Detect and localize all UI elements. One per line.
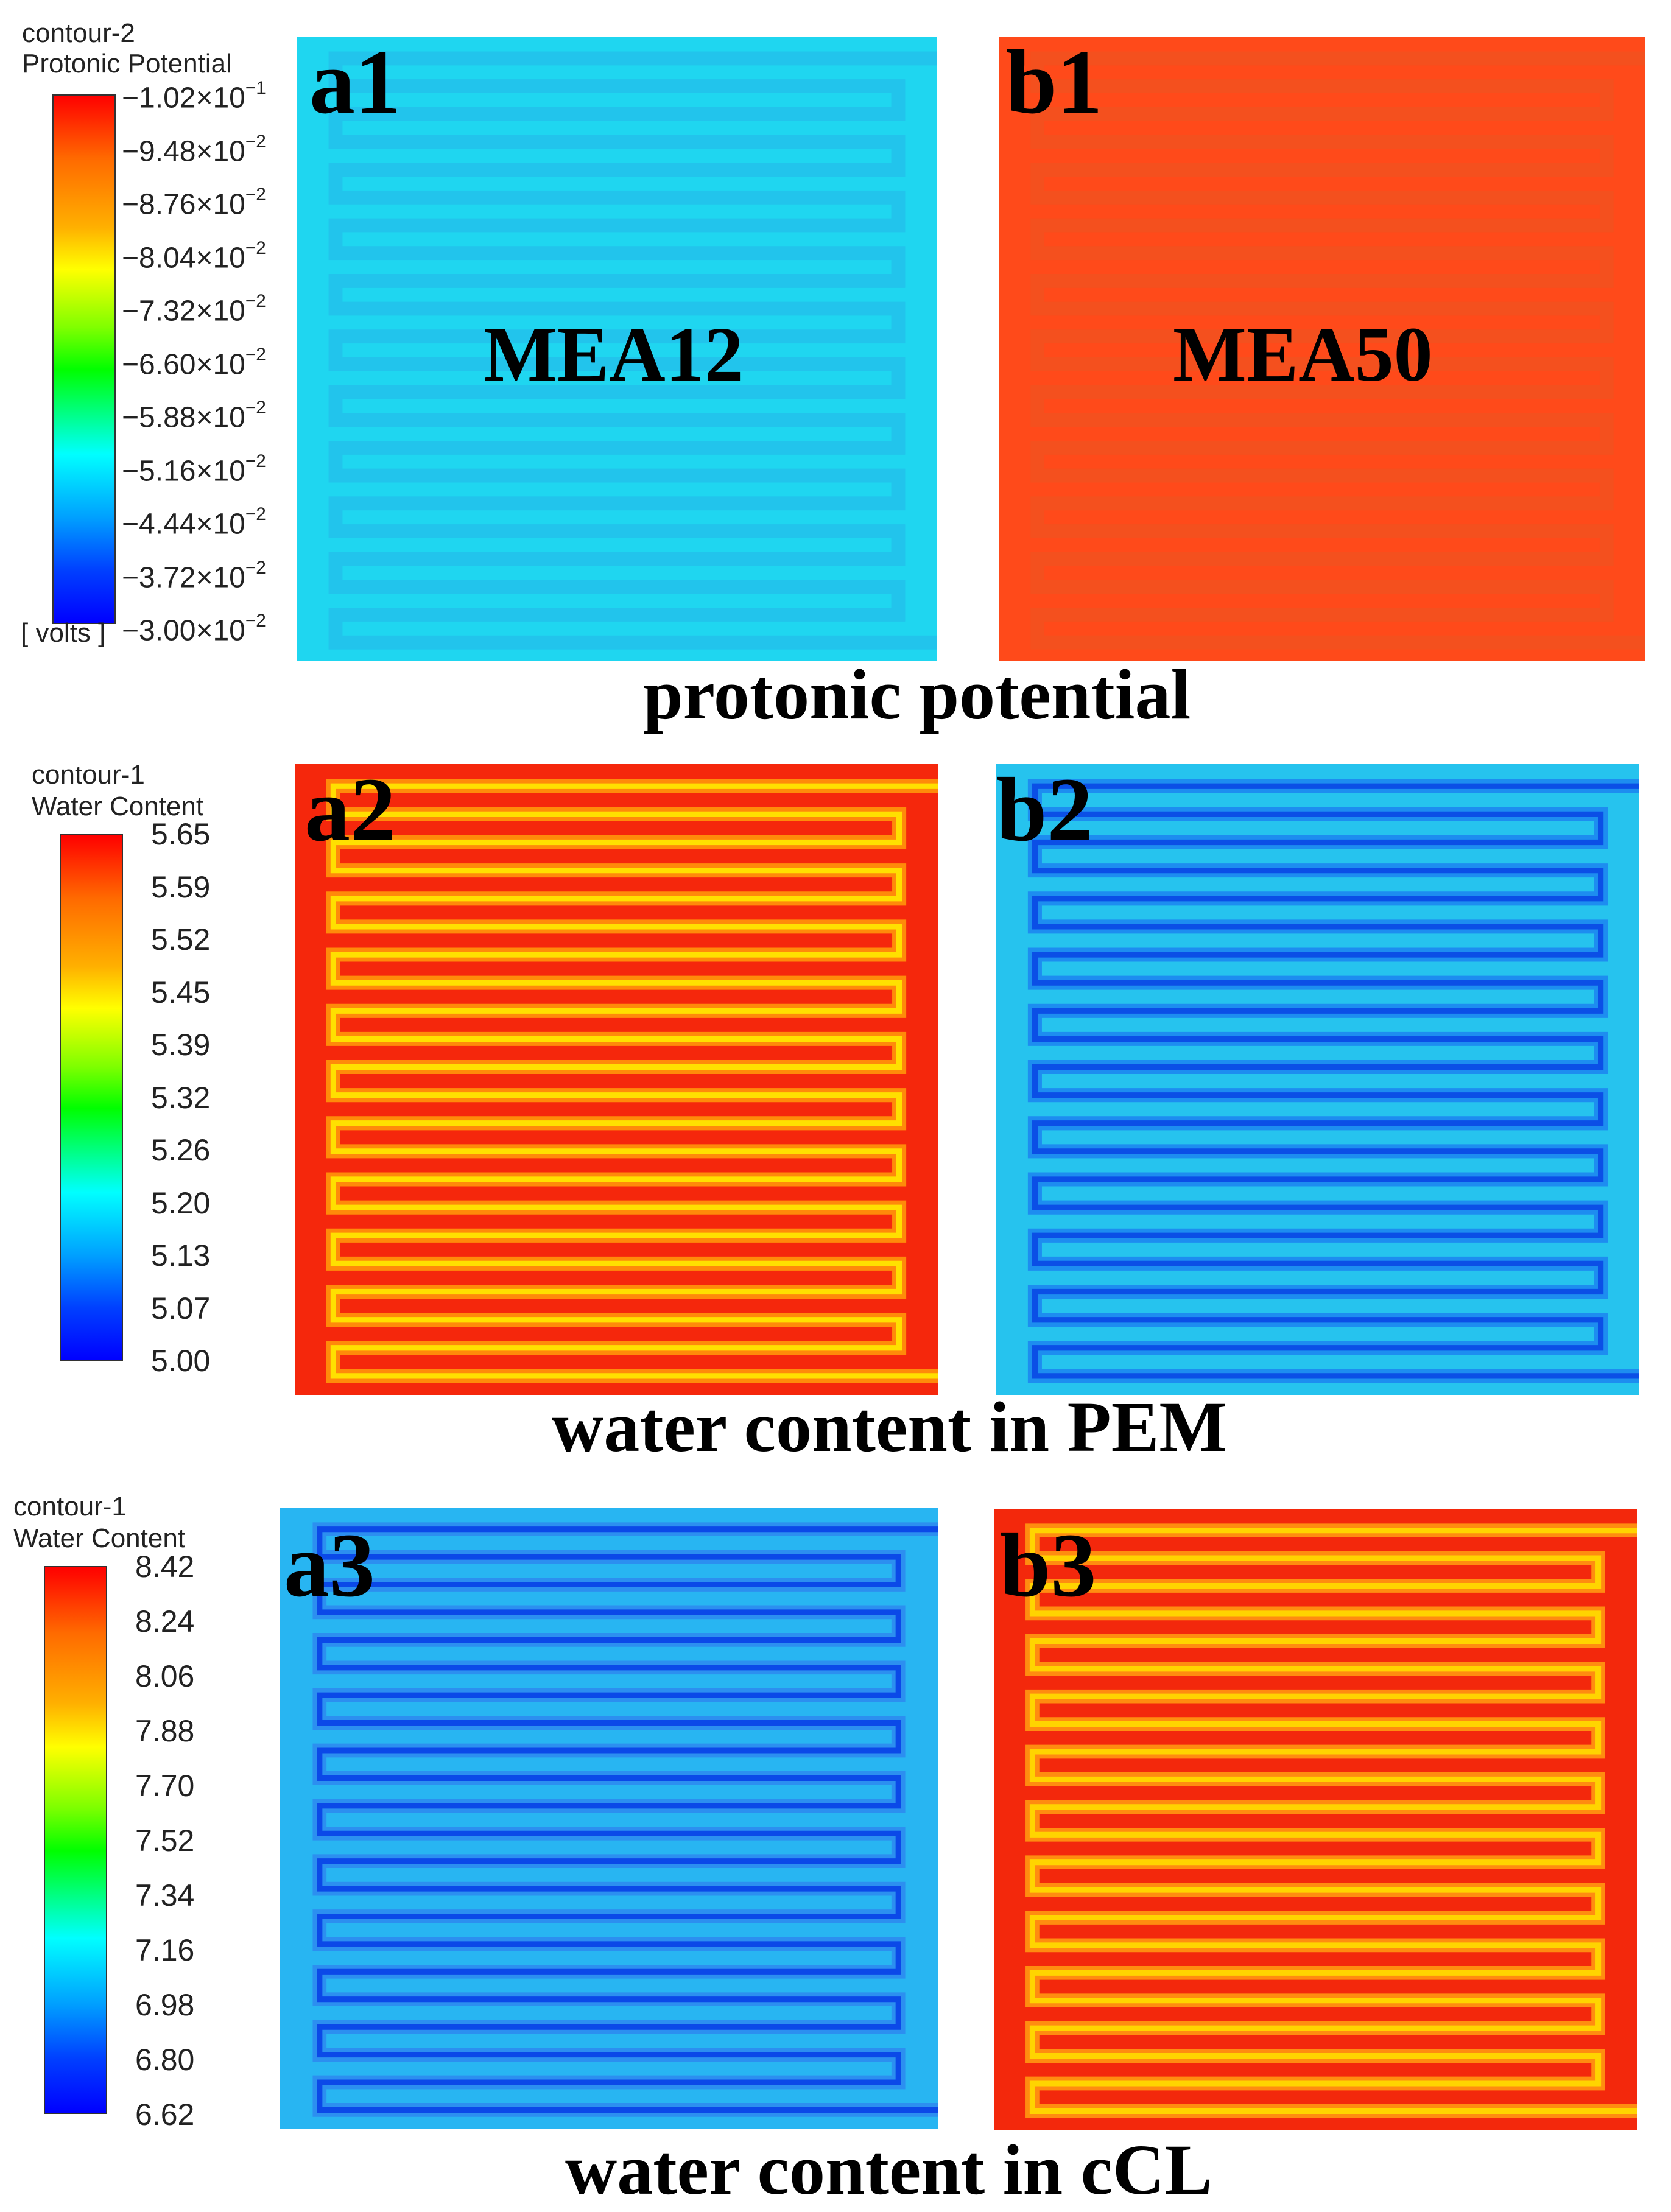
legend3-tick: 6.98 — [135, 1988, 195, 2022]
tick-exponent: −2 — [245, 131, 266, 152]
legend2-tick: 5.39 — [151, 1028, 211, 1062]
legend3-tick: 7.88 — [135, 1714, 195, 1748]
tick-exponent: −2 — [245, 451, 266, 471]
tick-mantissa: −3.72×10 — [122, 561, 245, 594]
legend1-tick: −8.76×10−2 — [122, 186, 266, 219]
panel-label-a1: a1 — [309, 32, 401, 133]
panel-label-a2: a2 — [304, 759, 396, 860]
flow-field-a3 — [280, 1508, 938, 2129]
legend3-tick: 8.42 — [135, 1550, 195, 1584]
legend3-tick: 8.24 — [135, 1604, 195, 1638]
panel-b2 — [996, 764, 1639, 1395]
legend2-tick: 5.59 — [151, 869, 211, 904]
mea50-label: MEA50 — [1173, 311, 1433, 398]
panel-label-b3: b3 — [1000, 1515, 1097, 1616]
tick-mantissa: −6.60×10 — [122, 348, 245, 381]
legend3-title-line1: contour-1 — [13, 1492, 127, 1522]
legend1-tick: −4.44×10−2 — [122, 505, 266, 539]
legend2-tick: 5.45 — [151, 975, 211, 1009]
tick-mantissa: −3.00×10 — [122, 614, 245, 647]
caption-water-content-pem: water content in PEM — [552, 1387, 1227, 1467]
legend2-tick: 5.65 — [151, 817, 211, 851]
channel-core — [1029, 1528, 1637, 2114]
tick-mantissa: −4.44×10 — [122, 508, 245, 541]
legend2-tick: 5.20 — [151, 1185, 211, 1220]
mea12-label: MEA12 — [484, 311, 744, 398]
tick-exponent: −2 — [245, 291, 266, 311]
flow-field-a2 — [295, 764, 938, 1395]
legend1-tick: −3.00×10−2 — [122, 612, 266, 645]
caption-water-content-ccl: water content in cCL — [565, 2130, 1212, 2210]
legend3-tick: 7.34 — [135, 1878, 195, 1912]
legend3-tick: 8.06 — [135, 1659, 195, 1693]
legend2-tick: 5.32 — [151, 1080, 211, 1115]
legend3-title-line2: Water Content — [13, 1523, 186, 1553]
panel-background — [280, 1508, 938, 2129]
legend2-title-line1: contour-1 — [32, 760, 145, 790]
caption-protonic-potential: protonic potential — [643, 655, 1191, 734]
tick-exponent: −2 — [245, 344, 266, 365]
tick-exponent: −2 — [245, 184, 266, 205]
tick-mantissa: −9.48×10 — [122, 135, 245, 167]
panel-background — [996, 764, 1639, 1395]
legend1-tick: −3.72×10−2 — [122, 557, 266, 594]
channel-core — [317, 1526, 938, 2113]
legend3-colorbar — [44, 1566, 107, 2114]
legend1-units: [ volts ] — [21, 618, 106, 648]
tick-mantissa: −5.16×10 — [122, 454, 245, 487]
flow-field-b1 — [999, 37, 1645, 661]
legend1-tick: −5.16×10−2 — [122, 452, 266, 486]
panel-a1 — [297, 37, 937, 661]
legend2-tick: 5.00 — [151, 1344, 211, 1378]
legend2-tick: 5.13 — [151, 1238, 211, 1273]
legend3-tick: 7.16 — [135, 1933, 195, 1967]
panel-a3 — [280, 1508, 938, 2129]
flow-field-b2 — [996, 764, 1639, 1395]
tick-exponent: −2 — [245, 557, 266, 578]
legend2-tick: 5.26 — [151, 1133, 211, 1167]
tick-mantissa: −8.76×10 — [122, 188, 245, 221]
tick-exponent: −1 — [245, 78, 266, 98]
tick-exponent: −2 — [245, 611, 266, 631]
legend1-title-line2: Protonic Potential — [22, 49, 232, 79]
legend1-tick: −8.04×10−2 — [122, 239, 266, 273]
legend3-tick: 6.80 — [135, 2043, 195, 2077]
legend2-colorbar — [60, 834, 123, 1361]
legend1-tick: −5.88×10−2 — [122, 399, 266, 432]
panel-b1 — [999, 37, 1645, 661]
channel-core — [1032, 783, 1639, 1379]
tick-mantissa: −1.02×10 — [122, 82, 245, 114]
legend3-tick: 6.62 — [135, 2098, 195, 2132]
legend3-tick: 7.52 — [135, 1824, 195, 1858]
tick-mantissa: −8.04×10 — [122, 241, 245, 274]
legend1-tick: −9.48×10−2 — [122, 131, 266, 167]
flow-field-a1 — [297, 37, 937, 661]
panel-a2 — [295, 764, 938, 1395]
legend2-tick: 5.07 — [151, 1291, 211, 1325]
legend1-title-line1: contour-2 — [22, 18, 135, 48]
panel-label-a3: a3 — [284, 1515, 375, 1616]
panel-b3 — [994, 1509, 1637, 2130]
legend2-tick: 5.52 — [151, 922, 211, 957]
channel-core — [1035, 55, 1645, 645]
tick-mantissa: −7.32×10 — [122, 295, 245, 328]
tick-exponent: −2 — [245, 504, 266, 524]
tick-mantissa: −5.88×10 — [122, 401, 245, 434]
channel-core — [330, 783, 938, 1379]
flow-field-b3 — [994, 1509, 1637, 2130]
panel-label-b1: b1 — [1006, 32, 1103, 133]
legend2-title-line2: Water Content — [32, 792, 204, 821]
legend1-colorbar — [52, 94, 116, 624]
tick-exponent: −2 — [245, 237, 266, 258]
tick-exponent: −2 — [245, 398, 266, 418]
legend1-tick: −1.02×10−1 — [122, 79, 266, 113]
legend3-tick: 7.70 — [135, 1769, 195, 1803]
channel-core — [332, 55, 937, 645]
legend1-tick: −7.32×10−2 — [122, 292, 266, 326]
legend1-tick: −6.60×10−2 — [122, 344, 266, 381]
panel-label-b2: b2 — [996, 759, 1093, 860]
